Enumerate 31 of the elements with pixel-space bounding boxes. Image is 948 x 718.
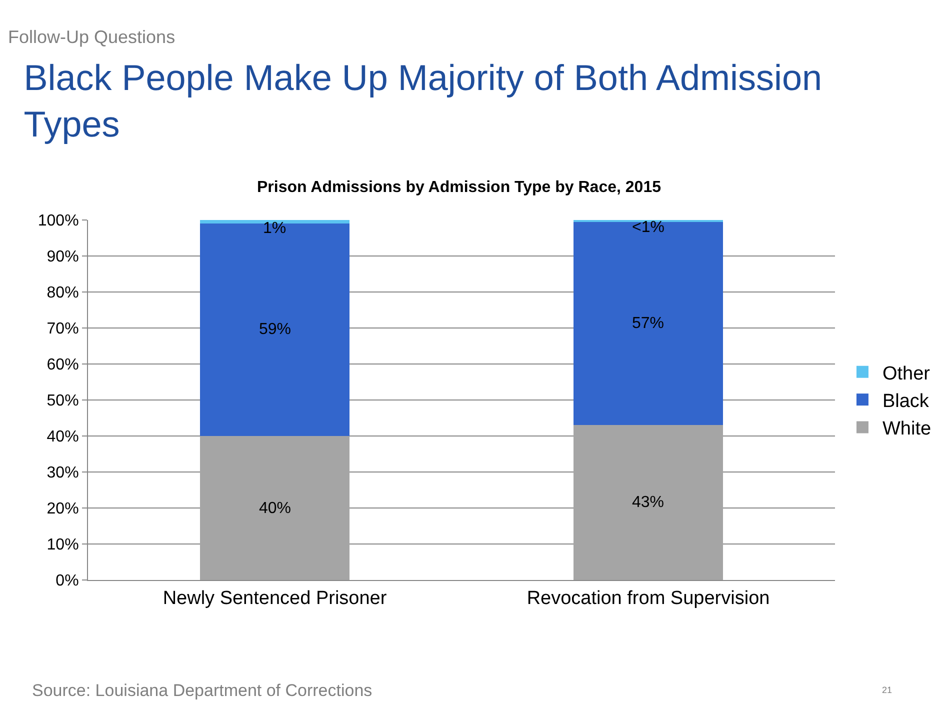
bar — [574, 221, 723, 426]
y-tick-label: 10% — [46, 536, 79, 554]
data-label: 1% — [263, 220, 286, 237]
chart-subtitle: Prison Admissions by Admission Type by Race, 2015 — [257, 179, 662, 196]
bar — [574, 425, 723, 580]
data-label: 57% — [632, 315, 664, 332]
data-label: 40% — [259, 500, 292, 517]
legend-label: Black — [882, 390, 930, 412]
y-tick-label: 20% — [46, 500, 79, 518]
source-note: Source: Louisiana Department of Corrections — [32, 681, 372, 700]
x-tick-label: Newly Sentenced Prisoner — [162, 588, 388, 609]
y-tick-label: 0% — [56, 572, 79, 590]
data-label: 43% — [632, 494, 664, 511]
y-tick-label: 80% — [46, 284, 79, 302]
bar — [200, 436, 350, 580]
y-tick-label: 90% — [46, 248, 79, 266]
chart-title: Black People Make Up Majority of Both Admission Types — [24, 56, 822, 145]
bar — [200, 224, 350, 436]
text: 21 — [882, 685, 892, 695]
legend-label: Other — [882, 363, 931, 384]
legend-label: White — [882, 418, 932, 440]
y-tick-label: 70% — [46, 320, 79, 338]
y-tick-label: 40% — [46, 428, 79, 446]
y-tick-label: 100% — [38, 212, 79, 230]
y-tick-label: 30% — [46, 464, 79, 482]
x-tick-label: Revocation from Supervision — [526, 588, 770, 609]
y-tick-label: 60% — [46, 356, 79, 374]
data-label: <1% — [632, 219, 664, 236]
data-label: 59% — [259, 321, 292, 338]
text: Follow-Up Questions — [8, 27, 176, 47]
y-tick-label: 50% — [46, 392, 79, 410]
